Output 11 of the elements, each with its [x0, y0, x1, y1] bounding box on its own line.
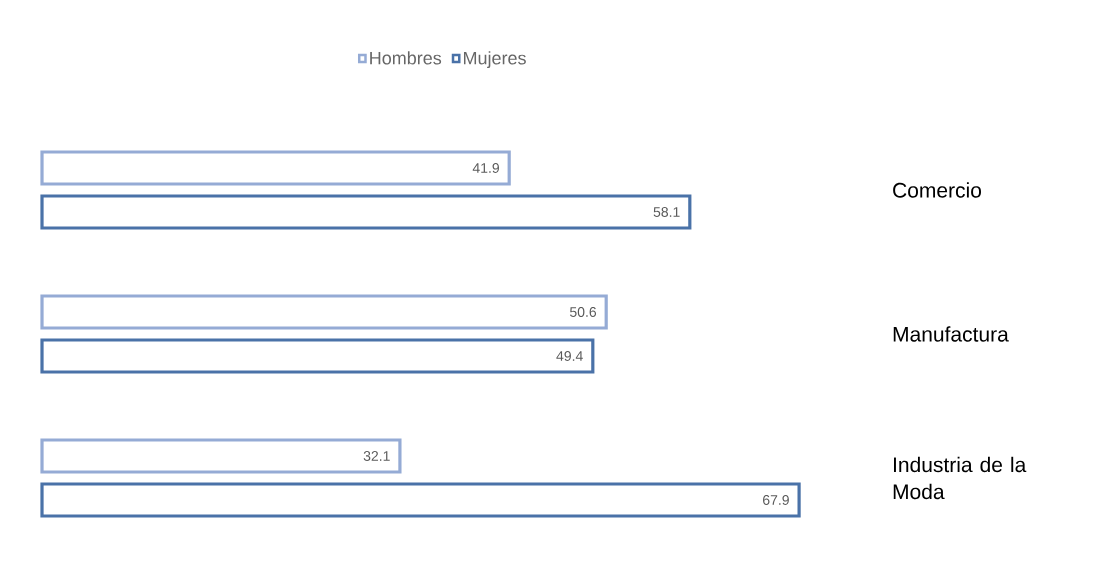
data-label: 32.1 — [363, 451, 390, 461]
legend-label: Mujeres — [464, 51, 526, 69]
legend-label: Hombres — [370, 51, 442, 65]
data-label: 49.4 — [556, 351, 583, 361]
data-label: 50.6 — [569, 307, 597, 317]
y-tick-label: Comercio — [893, 182, 981, 198]
data-label: 58.1 — [653, 207, 680, 217]
y-tick-label: Industria de la Moda — [893, 456, 1027, 500]
y-tick-label: Manufactura — [893, 326, 1009, 342]
data-label: 67.9 — [763, 495, 789, 505]
data-label: 41.9 — [472, 163, 499, 173]
